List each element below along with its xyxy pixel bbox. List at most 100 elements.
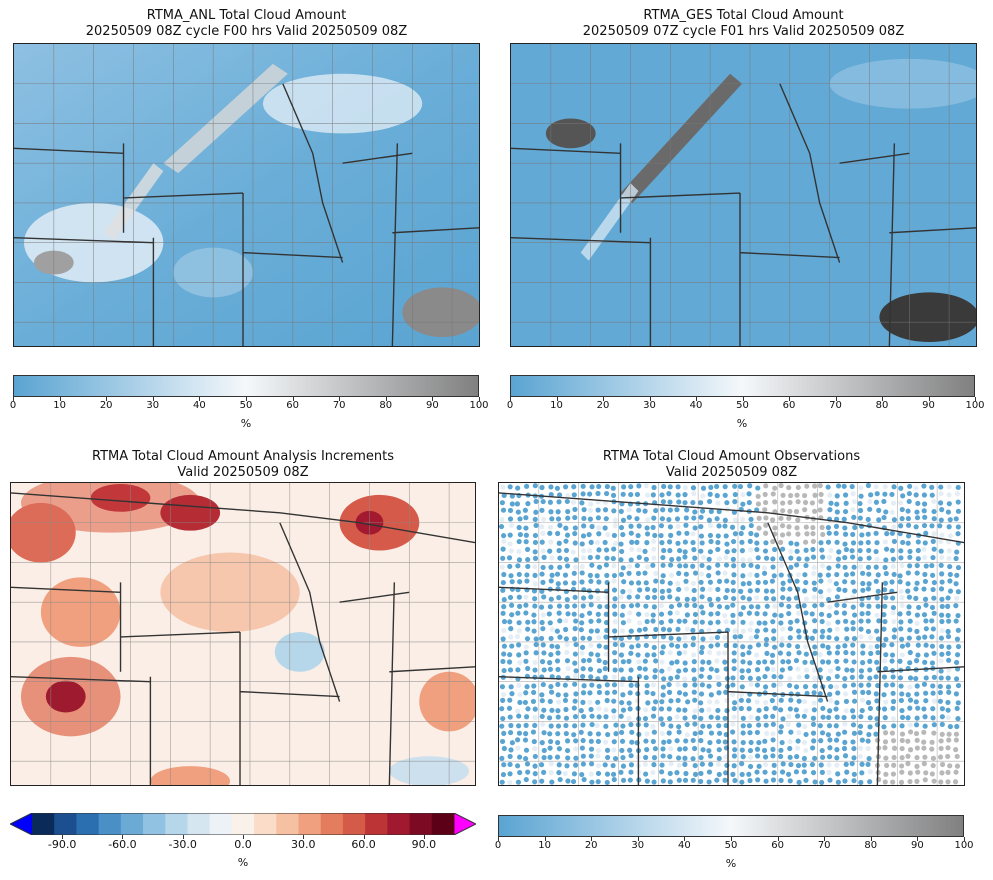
obs-point [780,492,786,498]
obs-point [524,572,530,578]
obs-point [564,748,571,754]
obs-point [525,501,531,507]
obs-point [849,761,855,767]
obs-point [762,491,768,498]
obs-point [644,731,650,737]
obs-point [812,779,818,785]
obs-point [929,739,935,745]
obs-point [564,498,570,505]
obs-point [677,563,683,569]
obs-point [563,636,569,642]
obs-point [603,547,610,553]
obs-point [532,549,538,555]
inc-colorbar-tick-label: 90.0 [411,838,437,851]
obs-point [643,483,649,489]
obs-point [501,762,507,768]
obs-point [930,538,936,544]
obs-point [929,484,935,490]
obs-point [793,595,799,601]
obs-point [618,667,624,673]
obs-point [953,603,959,609]
obs-point [825,484,831,490]
obs-point [706,707,712,713]
obs-point [699,619,705,625]
obs-point [890,674,896,680]
obs-point [500,658,506,665]
obs-point [730,721,736,727]
obs-point [572,714,579,720]
anl-colorbar-ticks: 0 10 20 30 40 50 60 70 80 90 100 [10,397,489,411]
obs-point [707,596,713,602]
obs-point [683,770,689,777]
obs-point [652,746,659,752]
obs-point [914,562,920,569]
obs-point [666,706,672,712]
obs-point [827,745,833,751]
obs-point [531,738,537,745]
obs-point [890,556,896,562]
obs-point [859,697,866,703]
obs-point [841,483,847,489]
obs-point [833,706,839,712]
obs-point [923,530,929,536]
obs-point [564,532,571,538]
obs-point [596,668,603,674]
obs-point [547,530,553,536]
obs-point [947,588,954,594]
obs-point [691,689,697,695]
obs-point [945,753,951,760]
obs-point [826,634,832,641]
obs-point [547,754,553,760]
obs-point [891,634,897,640]
obs-point [780,595,786,601]
obs-point [820,643,826,649]
obs-point [747,483,753,489]
obs-point [780,586,786,592]
obs-point [889,579,895,585]
obs-point [508,573,514,579]
obs-point [867,769,873,775]
obs-point [508,634,514,640]
obs-point [875,603,881,609]
obs-point [802,588,808,594]
obs-point [587,666,594,672]
obs-point [850,491,856,497]
obs-point [819,634,825,640]
obs-point [913,492,919,498]
obs-point [714,493,720,499]
obs-point [722,777,728,783]
obs-point [899,763,905,769]
obs-point [723,754,729,760]
obs-point [612,628,618,634]
obs-point [629,644,635,650]
obs-point [826,714,832,721]
obs-point [770,721,776,727]
obs-point [676,586,682,593]
obs-point [579,570,585,576]
obs-point [818,491,824,498]
obs-point [873,578,879,584]
obs-title: RTMA Total Cloud Amount Observations Val… [498,449,965,481]
obs-point [675,596,681,602]
obs-point [772,546,778,553]
obs-point [707,674,713,680]
obs-point [579,771,585,778]
obs-point [803,524,809,530]
obs-point [850,682,857,688]
obs-point [532,763,538,769]
obs-point [596,564,603,570]
obs-point [748,739,754,746]
obs-point [913,595,919,601]
obs-point [955,524,961,530]
obs-point [619,729,625,736]
obs-point [523,731,529,737]
obs-point [906,604,912,610]
obs-point [953,737,959,743]
obs-point [730,771,736,777]
obs-point [595,652,601,658]
obs-point [907,649,913,656]
obs-point [563,706,569,713]
obs-point [939,714,945,720]
obs-point [643,754,649,761]
obs-point [946,524,952,530]
